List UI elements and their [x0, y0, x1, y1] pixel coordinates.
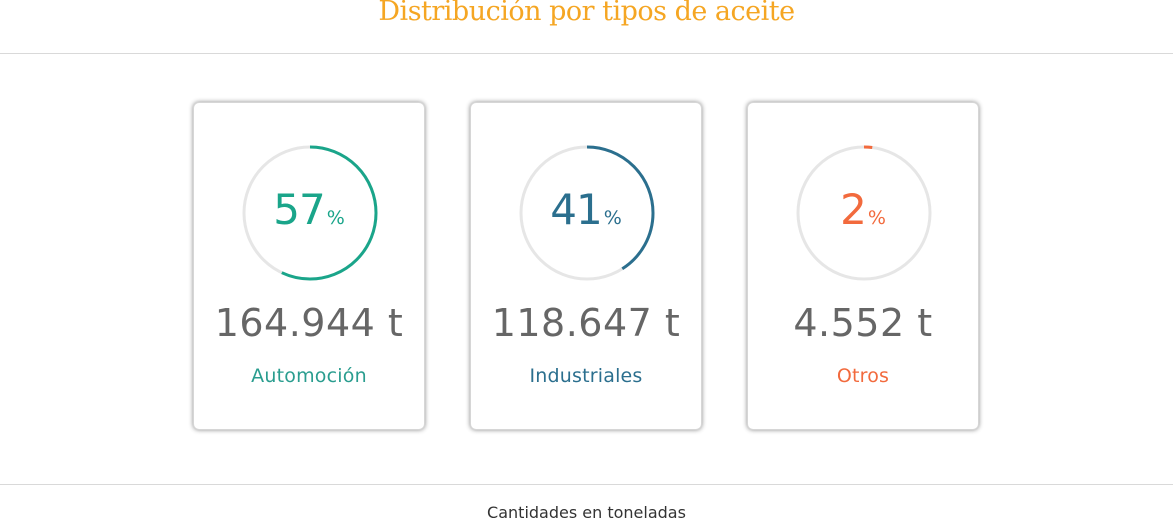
- percent-readout: 2%: [748, 185, 978, 234]
- card-label: Automoción: [251, 365, 367, 387]
- card-otros: 2% 4.552 t Otros: [747, 102, 979, 430]
- amount-value: 118.647 t: [491, 301, 681, 345]
- percent-readout: 41%: [471, 185, 701, 234]
- header-divider: [0, 53, 1173, 54]
- percent-symbol: %: [867, 207, 886, 229]
- footnote: Cantidades en toneladas: [487, 503, 686, 522]
- amount-value: 164.944 t: [214, 301, 404, 345]
- amount-value: 4.552 t: [793, 301, 933, 345]
- progress-ring: [796, 145, 932, 281]
- ring-fill: [242, 145, 378, 281]
- percent-value: 2: [840, 185, 867, 234]
- footer-divider: [0, 484, 1173, 485]
- card-label: Otros: [836, 365, 890, 387]
- percent-value: 57: [273, 185, 325, 234]
- percent-symbol: %: [326, 207, 345, 229]
- ring-fill: [519, 145, 655, 281]
- card-industriales: 41% 118.647 t Industriales: [470, 102, 702, 430]
- ring-fill: [796, 145, 932, 281]
- page-title: Distribución por tipos de aceite: [378, 0, 795, 27]
- card-label: Industriales: [529, 365, 643, 387]
- progress-ring: [242, 145, 378, 281]
- percent-value: 41: [550, 185, 602, 234]
- progress-ring: [519, 145, 655, 281]
- percent-readout: 57%: [194, 185, 424, 234]
- percent-symbol: %: [603, 207, 622, 229]
- card-automocion: 57% 164.944 t Automoción: [193, 102, 425, 430]
